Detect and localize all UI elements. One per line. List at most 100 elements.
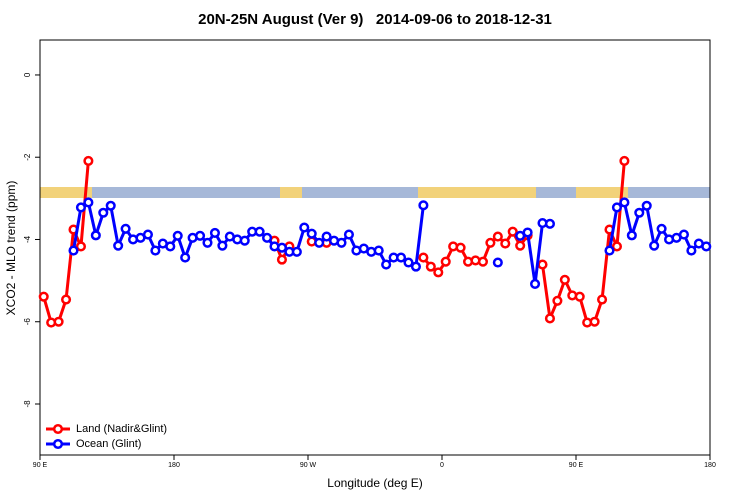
data-point — [83, 155, 94, 166]
x-tick-label: 0 — [440, 462, 444, 469]
data-point — [544, 313, 555, 324]
data-point — [403, 257, 414, 268]
y-tick-label: -6 — [23, 318, 32, 326]
data-point — [455, 242, 466, 253]
data-point — [396, 252, 407, 263]
data-point — [336, 237, 347, 248]
data-point — [343, 229, 354, 240]
legend: Land (Nadir&Glint) Ocean (Glint) — [46, 423, 167, 450]
data-point — [53, 316, 64, 327]
y-axis-label: XCO2 - MLO trend (ppm) — [4, 181, 18, 316]
data-point — [559, 274, 570, 285]
data-point — [321, 231, 332, 242]
legend-label: Ocean (Glint) — [76, 438, 141, 450]
data-point — [172, 230, 183, 241]
data-point — [209, 227, 220, 238]
data-point — [120, 223, 131, 234]
x-tick-label: 180 — [168, 462, 180, 469]
data-point — [477, 256, 488, 267]
data-point — [217, 240, 228, 251]
data-point — [552, 295, 563, 306]
data-point — [619, 155, 630, 166]
map-land — [576, 187, 628, 198]
y-tick-label: -8 — [23, 400, 32, 408]
data-point — [634, 207, 645, 218]
data-point — [195, 230, 206, 241]
data-point — [626, 230, 637, 241]
x-tick-label: 180 — [704, 462, 716, 469]
data-point — [254, 226, 265, 237]
data-point — [180, 252, 191, 263]
data-point — [276, 254, 287, 265]
data-point — [589, 316, 600, 327]
data-point — [649, 240, 660, 251]
data-point — [500, 238, 511, 249]
map-land — [280, 187, 302, 198]
data-point — [262, 232, 273, 243]
x-tick-label: 90 W — [300, 462, 317, 469]
data-point — [61, 294, 72, 305]
data-point — [83, 197, 94, 208]
map-land — [418, 187, 536, 198]
data-point — [611, 202, 622, 213]
data-point — [701, 241, 712, 252]
data-point — [418, 252, 429, 263]
data-point — [410, 261, 421, 272]
data-point — [492, 231, 503, 242]
data-point — [75, 241, 86, 252]
map-strip — [40, 187, 710, 198]
data-point — [418, 200, 429, 211]
data-point — [90, 230, 101, 241]
data-point — [619, 197, 630, 208]
map-ocean — [40, 187, 710, 198]
x-axis-label: Longitude (deg E) — [327, 476, 422, 490]
data-point — [75, 202, 86, 213]
data-point — [68, 245, 79, 256]
data-point — [537, 259, 548, 270]
data-point — [105, 200, 116, 211]
x-tick-label: 90 E — [569, 462, 584, 469]
chart-title: 20N-25N August (Ver 9) 2014-09-06 to 201… — [198, 11, 552, 28]
data-point — [485, 237, 496, 248]
data-point — [113, 240, 124, 251]
data-point — [530, 278, 541, 289]
data-point — [314, 237, 325, 248]
data-point — [150, 245, 161, 256]
y-tick-label: -2 — [23, 153, 32, 161]
data-point — [656, 223, 667, 234]
data-point — [165, 241, 176, 252]
data-point — [425, 261, 436, 272]
data-point — [299, 222, 310, 233]
data-point — [678, 229, 689, 240]
data-point — [597, 294, 608, 305]
legend-label: Land (Nadir&Glint) — [76, 423, 167, 435]
data-point — [142, 229, 153, 240]
data-point — [381, 259, 392, 270]
x-tick-label: 90 E — [33, 462, 48, 469]
data-point — [373, 245, 384, 256]
data-point — [276, 242, 287, 253]
data-point — [291, 246, 302, 257]
data-point — [515, 240, 526, 251]
data-point — [98, 207, 109, 218]
data-point — [433, 267, 444, 278]
map-land — [40, 187, 92, 198]
data-point — [641, 200, 652, 211]
data-point — [38, 291, 49, 302]
data-point — [574, 291, 585, 302]
data-point — [522, 227, 533, 238]
y-tick-label: 0 — [23, 72, 32, 77]
data-point — [611, 241, 622, 252]
legend-marker — [52, 423, 64, 435]
data-point — [202, 237, 213, 248]
data-point — [306, 228, 317, 239]
data-point — [686, 245, 697, 256]
legend-marker — [52, 438, 64, 450]
data-point — [604, 245, 615, 256]
data-point — [544, 218, 555, 229]
data-point — [492, 257, 503, 268]
y-tick-label: -4 — [23, 235, 32, 243]
data-point — [239, 235, 250, 246]
data-point — [507, 226, 518, 237]
